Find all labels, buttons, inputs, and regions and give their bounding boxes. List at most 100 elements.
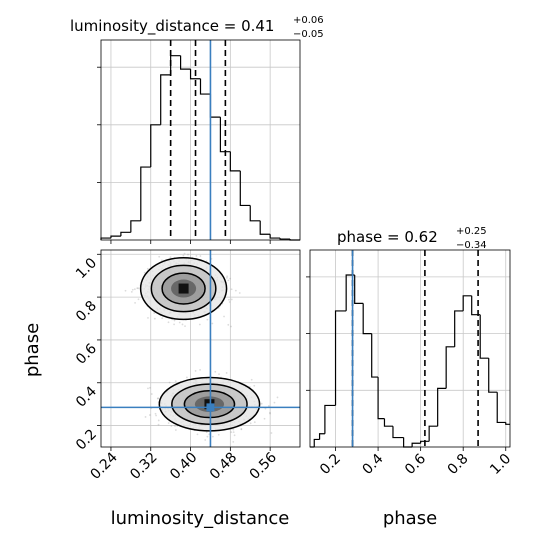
- sample-point: [253, 421, 256, 424]
- panel-frame: [309, 249, 511, 448]
- histogram-bin: [377, 377, 385, 420]
- histogram-bin: [392, 426, 404, 439]
- contour-line: [183, 390, 236, 419]
- sample-point: [153, 312, 156, 314]
- histogram-bin: [505, 422, 510, 425]
- luminosity-distance-histogram: luminosity_distance = 0.41 +0.06 −0.05: [70, 15, 324, 244]
- histogram-bin: [371, 333, 379, 378]
- histogram-bin: [219, 117, 231, 153]
- sample-point: [156, 397, 159, 400]
- x-axis-label-luminosity-distance: luminosity_distance: [111, 508, 290, 529]
- sample-point: [149, 386, 151, 389]
- sample-point: [199, 368, 201, 371]
- sample-point: [169, 256, 172, 259]
- sample-point: [174, 425, 176, 427]
- sample-point: [206, 435, 209, 438]
- sample-point: [273, 401, 276, 404]
- sample-point: [204, 439, 207, 441]
- panel-frame: [100, 249, 301, 448]
- luminosity-distance-title-plus: +0.06: [293, 15, 324, 26]
- sample-point: [137, 298, 140, 301]
- sample-point: [187, 253, 189, 256]
- contour-line: [158, 376, 261, 432]
- sample-point: [173, 319, 176, 322]
- sample-point: [227, 279, 230, 282]
- sample-point: [160, 259, 163, 262]
- sample-point: [223, 315, 225, 318]
- sample-point: [170, 425, 173, 427]
- sample-point: [134, 301, 136, 304]
- sample-point: [240, 428, 243, 431]
- sample-point: [154, 412, 157, 415]
- sample-point: [276, 396, 279, 399]
- histogram-bin: [130, 220, 141, 233]
- luminosity-distance-title-minus: −0.05: [293, 29, 324, 40]
- sample-point: [196, 433, 199, 436]
- sample-point: [157, 419, 160, 422]
- sample-point: [267, 405, 270, 407]
- sample-point: [173, 323, 175, 326]
- histogram-bin: [229, 151, 241, 172]
- histogram-bin: [160, 74, 171, 125]
- phase-title-minus: −0.34: [456, 240, 487, 251]
- sample-point: [233, 434, 236, 437]
- sample-point: [230, 325, 232, 328]
- histogram-bin: [199, 78, 211, 95]
- histogram-bin: [496, 392, 506, 424]
- sample-point: [269, 412, 271, 415]
- histogram-bin: [420, 440, 430, 444]
- sample-point: [168, 381, 171, 384]
- sample-point: [211, 322, 214, 325]
- sample-point: [234, 289, 237, 292]
- sample-point: [217, 433, 220, 436]
- sample-point: [131, 288, 134, 291]
- sample-point: [226, 275, 229, 278]
- sample-point: [238, 292, 241, 294]
- sample-point: [161, 317, 164, 320]
- histogram-bin: [180, 55, 191, 70]
- sample-point: [167, 321, 170, 324]
- sample-point: [230, 431, 233, 434]
- sample-point: [147, 317, 149, 319]
- sample-point: [182, 254, 185, 257]
- sample-point: [198, 323, 201, 326]
- sample-point: [199, 255, 202, 257]
- sample-point: [157, 423, 160, 426]
- sample-point: [158, 255, 161, 258]
- sample-point: [181, 323, 184, 326]
- histogram-bin: [324, 404, 336, 434]
- x-axis-label-phase: phase: [383, 508, 437, 529]
- sample-point: [227, 323, 230, 326]
- histogram-bin: [259, 220, 271, 235]
- sample-point: [130, 290, 133, 293]
- sample-point: [250, 378, 253, 381]
- sample-point: [195, 255, 198, 257]
- sample-point: [144, 416, 147, 418]
- sample-point: [167, 422, 170, 424]
- histogram-bin: [383, 418, 393, 427]
- histogram-bin: [318, 433, 325, 440]
- sample-point: [147, 387, 149, 390]
- truth-marker: [206, 403, 215, 412]
- contour-line: [171, 383, 248, 425]
- sample-point: [155, 414, 157, 417]
- histogram-bin: [334, 310, 347, 406]
- sample-point: [206, 318, 209, 321]
- sample-point: [218, 373, 220, 376]
- sample-point: [137, 287, 140, 290]
- sample-point: [263, 417, 266, 420]
- sample-point: [146, 267, 149, 270]
- sample-point: [150, 393, 153, 395]
- sample-point: [228, 298, 230, 301]
- histogram-bin: [249, 205, 261, 222]
- sample-point: [253, 384, 256, 387]
- histogram-bin: [313, 438, 320, 447]
- histogram-bin: [462, 295, 472, 311]
- histogram-bin: [428, 425, 438, 442]
- density-peak: [178, 283, 189, 294]
- sample-point: [225, 372, 228, 374]
- histogram-bin: [437, 387, 447, 427]
- sample-point: [184, 325, 186, 328]
